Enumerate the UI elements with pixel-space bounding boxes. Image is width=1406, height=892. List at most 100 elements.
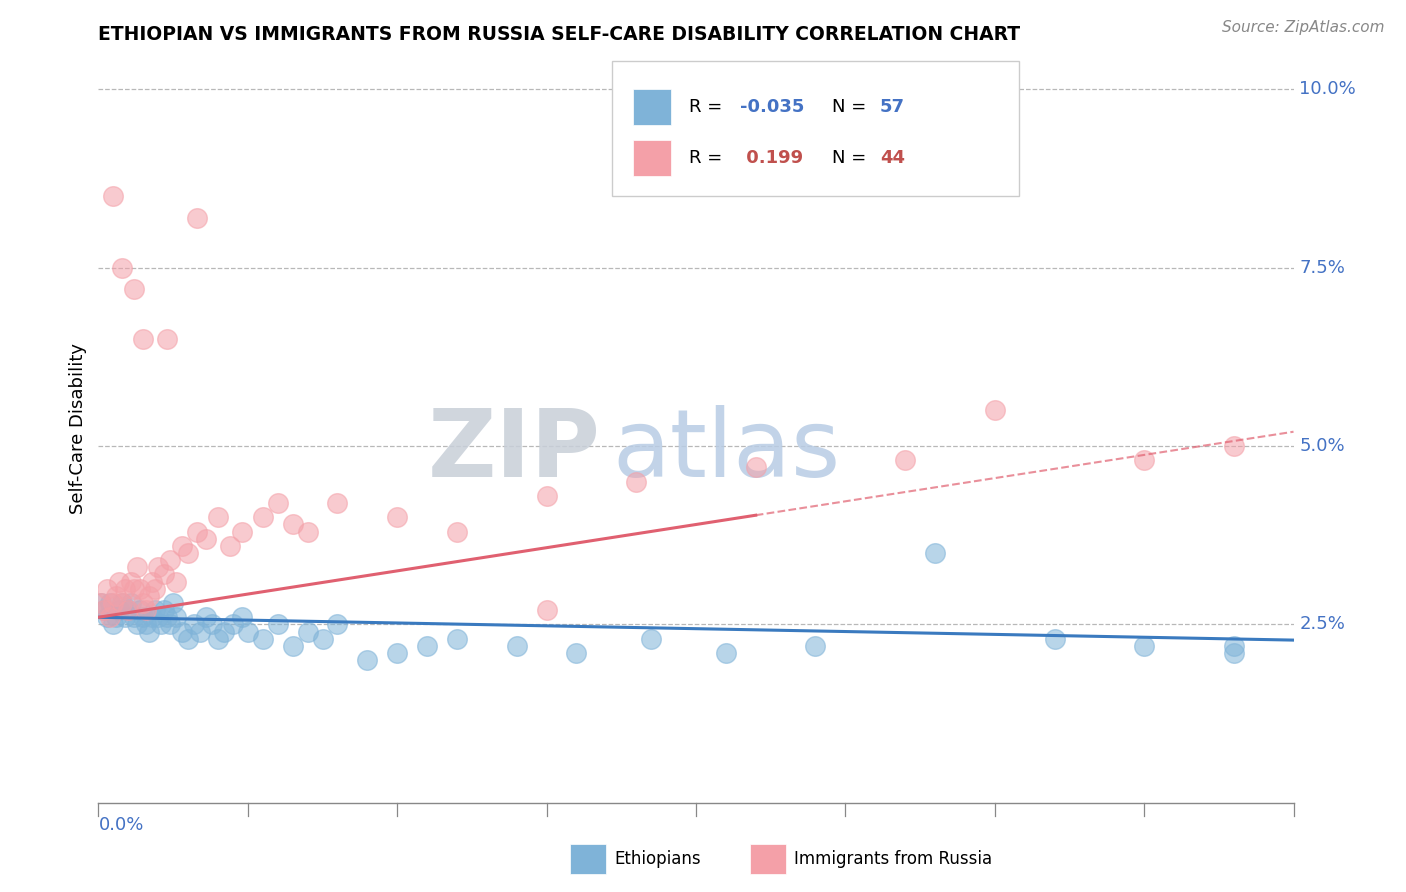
- Bar: [633, 88, 671, 125]
- Point: [714, 646, 737, 660]
- Point: [297, 624, 319, 639]
- Point: [1133, 453, 1156, 467]
- Point: [252, 510, 274, 524]
- Point: [195, 532, 218, 546]
- Bar: [571, 844, 606, 874]
- Text: Immigrants from Russia: Immigrants from Russia: [794, 850, 993, 868]
- Point: [506, 639, 529, 653]
- Point: [267, 617, 290, 632]
- Text: R =: R =: [689, 98, 728, 116]
- Point: [111, 596, 134, 610]
- Point: [385, 510, 409, 524]
- Point: [90, 596, 112, 610]
- Point: [188, 624, 211, 639]
- Point: [186, 211, 208, 225]
- Point: [150, 617, 173, 632]
- Point: [105, 589, 128, 603]
- Point: [98, 596, 122, 610]
- Point: [141, 610, 163, 624]
- Point: [183, 617, 205, 632]
- Point: [162, 596, 184, 610]
- Point: [120, 574, 142, 589]
- Point: [135, 617, 157, 632]
- Point: [804, 639, 827, 653]
- Point: [138, 589, 160, 603]
- Point: [129, 582, 152, 596]
- Point: [172, 539, 194, 553]
- Point: [156, 332, 179, 346]
- Point: [117, 603, 139, 617]
- Point: [326, 617, 349, 632]
- Point: [103, 617, 125, 632]
- Point: [165, 574, 187, 589]
- Text: 10.0%: 10.0%: [1299, 80, 1357, 98]
- Point: [565, 646, 588, 660]
- Point: [219, 539, 242, 553]
- Point: [356, 653, 378, 667]
- Point: [132, 610, 155, 624]
- Point: [108, 574, 131, 589]
- Point: [236, 624, 259, 639]
- Point: [640, 632, 662, 646]
- Text: -0.035: -0.035: [740, 98, 804, 116]
- Point: [159, 617, 181, 632]
- Point: [120, 596, 142, 610]
- Point: [626, 475, 648, 489]
- Point: [127, 617, 149, 632]
- Point: [124, 582, 146, 596]
- Point: [124, 610, 146, 624]
- Point: [1223, 646, 1246, 660]
- Point: [201, 617, 224, 632]
- Point: [267, 496, 290, 510]
- Point: [1223, 639, 1246, 653]
- Point: [1133, 639, 1156, 653]
- Text: N =: N =: [832, 98, 872, 116]
- Point: [281, 639, 304, 653]
- Point: [114, 582, 136, 596]
- Point: [231, 610, 253, 624]
- Text: atlas: atlas: [613, 405, 841, 497]
- Point: [132, 332, 155, 346]
- Point: [132, 596, 155, 610]
- Point: [416, 639, 439, 653]
- Point: [103, 596, 125, 610]
- Point: [195, 610, 218, 624]
- Bar: [633, 140, 671, 177]
- Point: [177, 546, 200, 560]
- Point: [90, 596, 112, 610]
- Point: [252, 632, 274, 646]
- Point: [165, 610, 187, 624]
- Point: [143, 603, 166, 617]
- Text: 44: 44: [880, 150, 905, 168]
- Point: [114, 610, 136, 624]
- Point: [156, 610, 179, 624]
- Point: [207, 510, 229, 524]
- Point: [222, 617, 245, 632]
- Point: [446, 524, 468, 539]
- Point: [153, 567, 176, 582]
- Point: [111, 596, 134, 610]
- Point: [141, 574, 163, 589]
- Text: N =: N =: [832, 150, 872, 168]
- Point: [385, 646, 409, 660]
- Point: [129, 603, 152, 617]
- Text: 2.5%: 2.5%: [1299, 615, 1346, 633]
- Point: [745, 460, 768, 475]
- Text: 57: 57: [880, 98, 905, 116]
- Text: 0.0%: 0.0%: [98, 816, 143, 834]
- Point: [153, 603, 176, 617]
- Point: [281, 517, 304, 532]
- Bar: [749, 844, 786, 874]
- Point: [93, 603, 115, 617]
- FancyBboxPatch shape: [613, 61, 1019, 196]
- Point: [446, 632, 468, 646]
- Point: [108, 603, 131, 617]
- Point: [177, 632, 200, 646]
- Point: [138, 624, 160, 639]
- Point: [186, 524, 208, 539]
- Point: [1043, 632, 1066, 646]
- Text: R =: R =: [689, 150, 728, 168]
- Point: [536, 603, 558, 617]
- Text: Ethiopians: Ethiopians: [614, 850, 702, 868]
- Point: [894, 453, 917, 467]
